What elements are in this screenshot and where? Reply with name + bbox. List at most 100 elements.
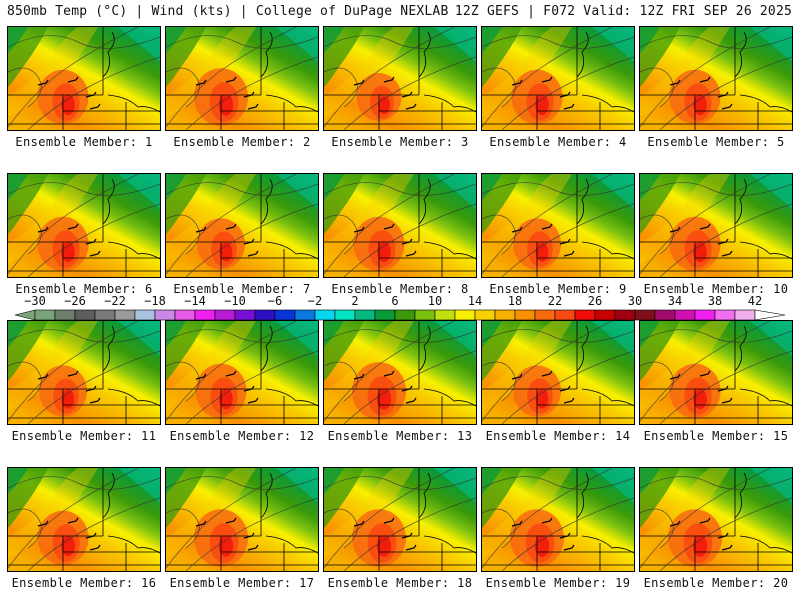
wind-barb [67, 76, 79, 83]
height-contour [640, 468, 771, 569]
colorbar-tick-label: −26 [64, 294, 86, 308]
cool-region [482, 321, 522, 381]
colorbar-bin [54, 309, 76, 321]
wind-barb [717, 532, 729, 539]
panel-label: Ensemble Member: 17 [169, 576, 315, 590]
wind-barb [383, 517, 395, 524]
panel-label: Ensemble Member: 11 [11, 429, 157, 443]
wind-barb [699, 370, 711, 377]
wind-barb [243, 385, 255, 392]
height-contour [27, 203, 160, 277]
coastline [734, 325, 792, 407]
colorbar-bin [214, 309, 236, 321]
wind-barb [511, 520, 523, 527]
wind-barb [563, 250, 575, 257]
colorbar-bin [314, 309, 336, 321]
wind-barb [721, 544, 733, 551]
cool-region [324, 321, 364, 381]
coastline [102, 472, 160, 554]
colorbar-tick-label: −6 [267, 294, 283, 308]
panel-label: Ensemble Member: 6 [15, 282, 153, 296]
height-contour [166, 35, 318, 49]
height-contour [8, 321, 139, 422]
height-contour [185, 497, 318, 571]
height-contour [8, 329, 160, 343]
panel-label: Ensemble Member: 8 [331, 282, 469, 296]
colorbar-extend-low [14, 309, 36, 321]
colorbar-bin [334, 309, 356, 321]
wind-barb [401, 91, 413, 98]
height-contour [324, 67, 358, 108]
cool-region [324, 468, 364, 528]
colorbar-bin [134, 309, 156, 321]
wind-barb [225, 370, 237, 377]
colorbar-bin [494, 309, 516, 321]
height-contour [659, 56, 792, 130]
cool-region [166, 321, 206, 381]
height-contour [166, 329, 318, 343]
colorbar-bin [374, 309, 396, 321]
colorbar-bin [554, 309, 576, 321]
height-contour [640, 174, 771, 275]
colorbar [14, 309, 786, 321]
wind-barb [37, 79, 49, 86]
wind-barb [669, 79, 681, 86]
wind-barb [511, 79, 523, 86]
cool-region [640, 468, 680, 528]
height-contour [27, 56, 160, 130]
panel-member-20 [639, 467, 793, 572]
panel-member-1 [7, 26, 161, 131]
colorbar-tick-label: −14 [184, 294, 206, 308]
height-contour [343, 350, 476, 424]
wind-barb [401, 385, 413, 392]
colorbar-bin [734, 309, 756, 321]
wind-barb [37, 373, 49, 380]
wind-barb [541, 370, 553, 377]
height-contour [482, 476, 634, 490]
panel-member-6 [7, 173, 161, 278]
panel-member-18 [323, 467, 477, 572]
panel-label: Ensemble Member: 16 [11, 576, 157, 590]
wind-barb [353, 373, 365, 380]
height-contour [324, 476, 476, 490]
wind-barb [37, 226, 49, 233]
colorbar-bin [434, 309, 456, 321]
wind-barb [405, 103, 417, 110]
wind-barb [721, 250, 733, 257]
cool-region [8, 321, 48, 381]
colorbar-bin [454, 309, 476, 321]
colorbar-bin [574, 309, 596, 321]
coastline [576, 325, 634, 407]
height-contour [640, 321, 771, 422]
cool-region [482, 468, 522, 528]
chart-title: 850mb Temp (°C) | Wind (kts) | College o… [7, 4, 449, 19]
colorbar-bin [414, 309, 436, 321]
height-contour [8, 476, 160, 490]
wind-barb [383, 223, 395, 230]
wind-barb [541, 517, 553, 524]
panel-member-2 [165, 26, 319, 131]
height-contour [482, 27, 613, 128]
height-contour [640, 361, 674, 402]
panel-member-15 [639, 320, 793, 425]
wind-barb [563, 397, 575, 404]
height-contour [324, 508, 358, 549]
cool-region [166, 27, 206, 87]
height-contour [27, 497, 160, 571]
wind-barb [89, 250, 101, 257]
cool-region [640, 174, 680, 234]
height-contour [482, 361, 516, 402]
wind-barb [67, 370, 79, 377]
height-contour [8, 27, 139, 128]
coastline [576, 31, 634, 113]
height-contour [482, 214, 516, 255]
height-contour [324, 214, 358, 255]
wind-barb [511, 226, 523, 233]
colorbar-bin [614, 309, 636, 321]
colorbar-bin [294, 309, 316, 321]
height-contour [324, 174, 455, 275]
wind-barb [243, 532, 255, 539]
wind-barb [721, 103, 733, 110]
panel-label: Ensemble Member: 1 [15, 135, 153, 149]
panel-member-4 [481, 26, 635, 131]
